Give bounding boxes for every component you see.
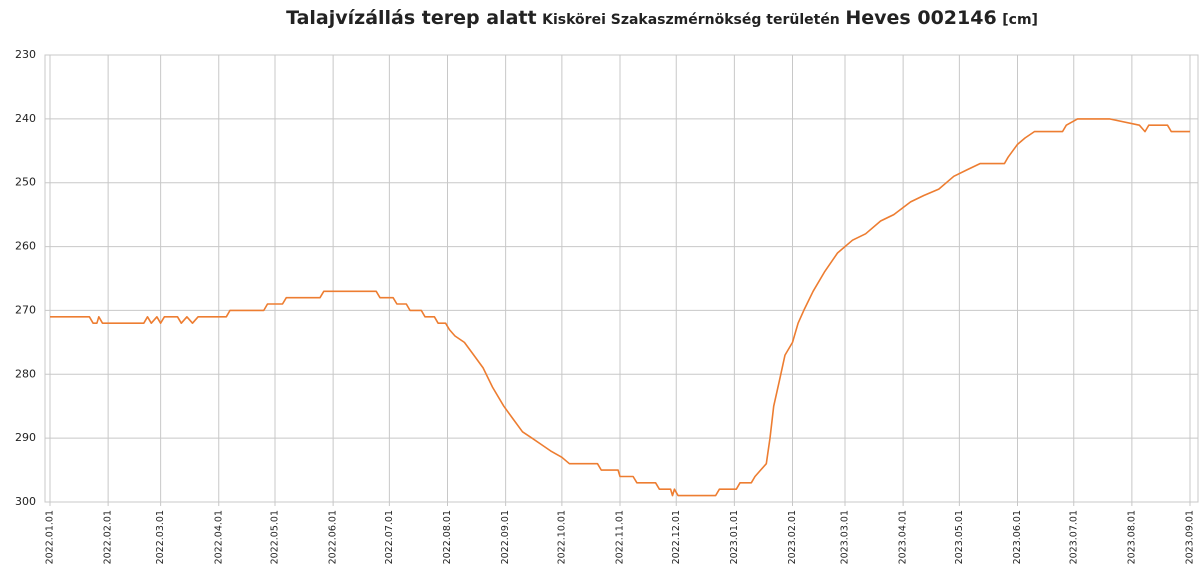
x-tick-label: 2023.01.01 [729, 510, 740, 564]
chart-title: Talajvízállás terep alatt Kiskörei Szaka… [286, 7, 1038, 29]
x-tick-label: 2022.04.01 [213, 510, 224, 564]
y-tick-label: 260 [15, 240, 36, 253]
x-tick-label: 2022.06.01 [328, 510, 339, 564]
x-tick-label: 2023.07.01 [1068, 510, 1079, 564]
x-tick-label: 2022.01.01 [45, 510, 56, 564]
y-tick-label: 290 [15, 431, 36, 444]
x-tick-label: 2022.08.01 [442, 510, 453, 564]
data-line [50, 118, 1190, 497]
x-tick-label: 2022.12.01 [671, 510, 682, 564]
title-part: Talajvízállás terep alatt [286, 7, 537, 29]
title-part: [cm] [1002, 12, 1038, 28]
y-tick-label: 300 [15, 495, 36, 508]
x-tick-label: 2023.02.01 [787, 510, 798, 564]
y-tick-label: 270 [15, 303, 36, 316]
title-part: Heves 002146 [845, 7, 996, 29]
x-tick-label: 2023.05.01 [954, 510, 965, 564]
x-tick-label: 2022.11.01 [615, 510, 626, 564]
title-part: Kiskörei Szakaszmérnökség területén [542, 12, 840, 28]
x-tick-label: 2023.04.01 [898, 510, 909, 564]
y-tick-label: 250 [15, 176, 36, 189]
y-tick-label: 280 [15, 367, 36, 380]
x-tick-label: 2023.08.01 [1126, 510, 1137, 564]
x-tick-label: 2023.09.01 [1185, 510, 1196, 564]
plot-area [44, 54, 1199, 503]
x-tick-label: 2022.09.01 [500, 510, 511, 564]
y-tick-label: 240 [15, 112, 36, 125]
x-tick-label: 2022.02.01 [103, 510, 114, 564]
y-tick-label: 230 [15, 48, 36, 61]
x-tick-label: 2023.06.01 [1012, 510, 1023, 564]
x-tick-label: 2022.05.01 [270, 510, 281, 564]
x-tick-label: 2022.10.01 [556, 510, 567, 564]
x-tick-label: 2022.07.01 [384, 510, 395, 564]
x-tick-label: 2022.03.01 [155, 510, 166, 564]
x-tick-label: 2023.03.01 [840, 510, 851, 564]
